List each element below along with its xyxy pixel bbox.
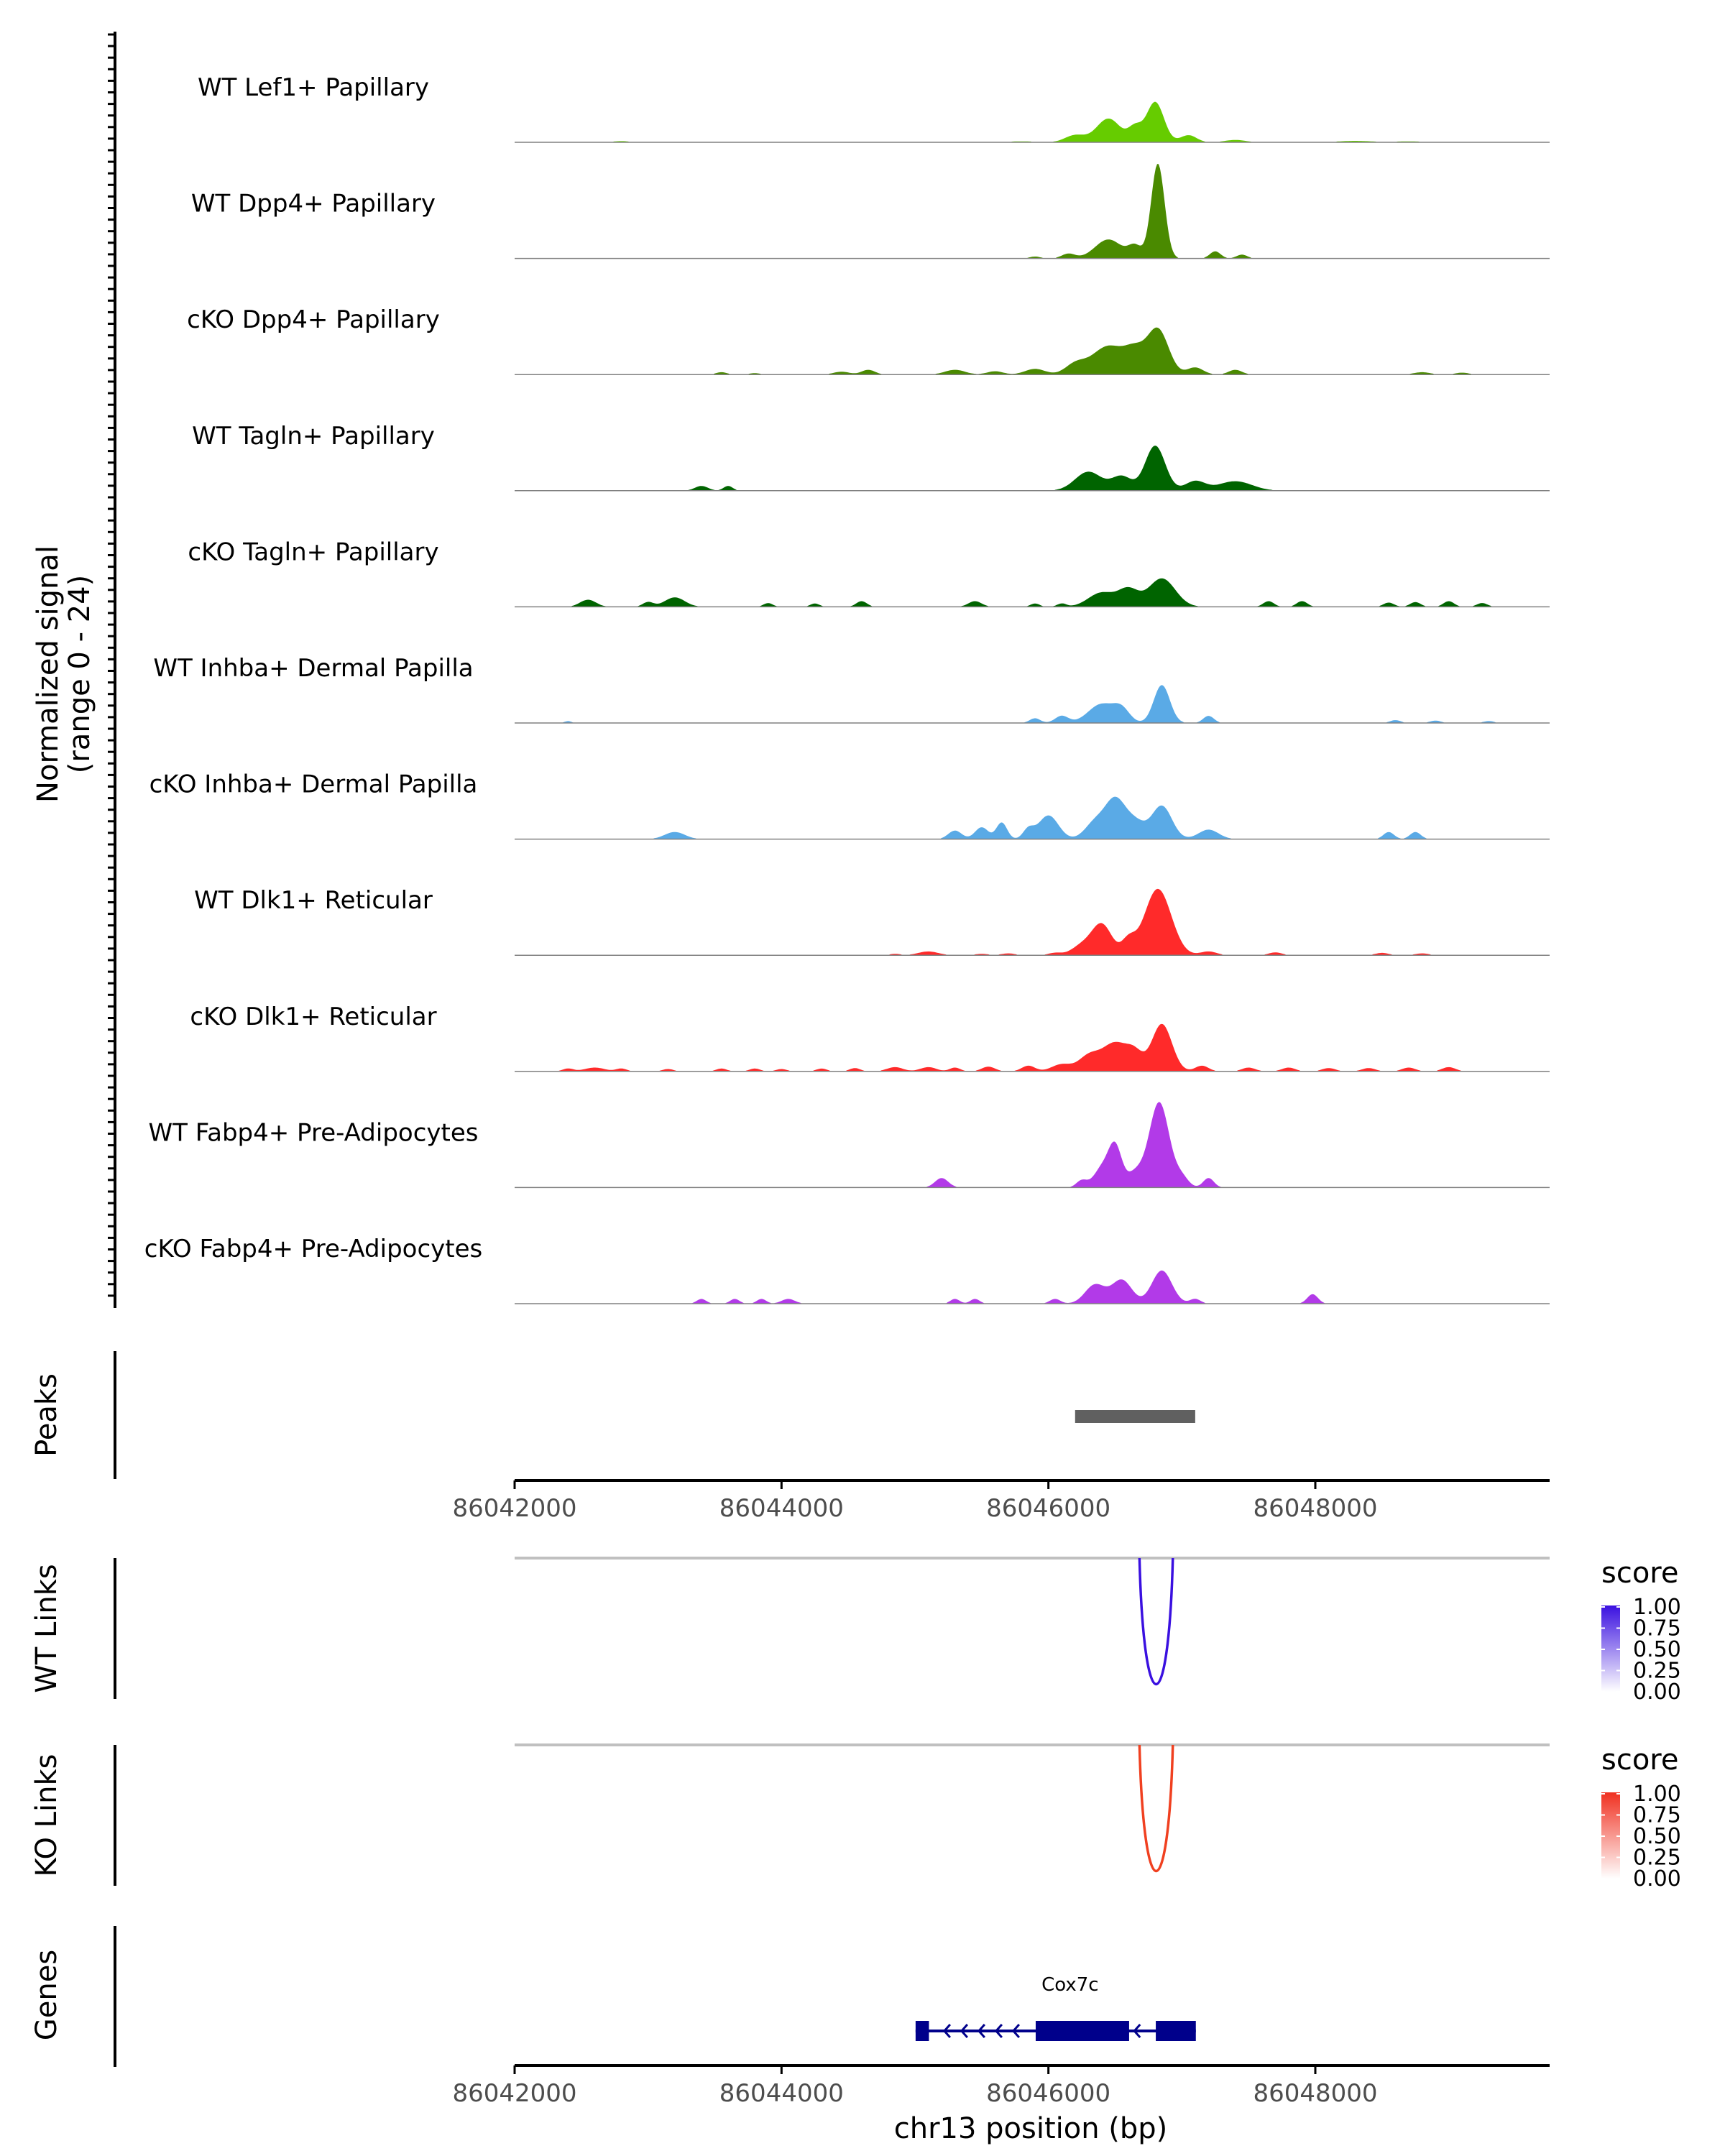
- coverage-area: [515, 101, 1550, 142]
- peaks-track: Peaks: [30, 1351, 1195, 1479]
- strand-arrow: [942, 2024, 951, 2038]
- x-axis-title: chr13 position (bp): [894, 2112, 1168, 2145]
- legend-tick-label: 1.00: [1633, 1595, 1681, 1620]
- gene-exon: [1156, 2021, 1196, 2041]
- coverage-y-axis-title: Normalized signal: [32, 545, 65, 803]
- track-label: WT Lef1+ Papillary: [198, 73, 429, 102]
- coverage-area: [515, 1102, 1550, 1188]
- track-label: WT Dpp4+ Papillary: [191, 190, 436, 218]
- coverage-track: WT Tagln+ Papillary: [192, 422, 1550, 492]
- coverage-track: WT Dlk1+ Reticular: [194, 886, 1550, 956]
- peaks-track-label: Peaks: [30, 1373, 63, 1457]
- legend-tick-label: 0.50: [1633, 1637, 1681, 1662]
- coverage-track: WT Fabp4+ Pre-Adipocytes: [149, 1102, 1550, 1189]
- legend-tick-label: 0.25: [1633, 1846, 1681, 1871]
- legend-tick-label: 0.50: [1633, 1824, 1681, 1849]
- genes-track: Genes Cox7c: [30, 1926, 1196, 2067]
- link-arc: [1138, 1744, 1174, 1872]
- x-axis-top: 86042000 86044000 86046000 86048000: [452, 1479, 1550, 1523]
- track-label: WT Tagln+ Papillary: [192, 422, 435, 451]
- coverage-track: cKO Tagln+ Papillary: [188, 538, 1550, 608]
- link-arc: [1138, 1557, 1174, 1685]
- legend-tick-label: 1.00: [1633, 1782, 1681, 1807]
- coverage-area: [515, 1270, 1550, 1304]
- strand-arrow: [1133, 2024, 1141, 2038]
- legend-tick-label: 0.00: [1633, 1866, 1681, 1892]
- track-label: WT Dlk1+ Reticular: [194, 886, 433, 915]
- coverage-area: [515, 796, 1550, 839]
- strand-arrow: [977, 2024, 985, 2038]
- coverage-track: cKO Fabp4+ Pre-Adipocytes: [144, 1235, 1550, 1304]
- coverage-y-axis: [108, 32, 116, 1308]
- genes-track-label: Genes: [30, 1950, 63, 2040]
- track-label: WT Fabp4+ Pre-Adipocytes: [149, 1118, 479, 1147]
- coverage-area: [515, 578, 1550, 607]
- coverage-track: WT Inhba+ Dermal Papilla: [153, 654, 1550, 724]
- legend-title: score: [1601, 1557, 1678, 1590]
- coverage-area: [515, 1023, 1550, 1072]
- strand-arrow: [1011, 2024, 1020, 2038]
- coverage-track: cKO Dpp4+ Papillary: [187, 305, 1550, 375]
- gene-name-label: Cox7c: [1041, 1974, 1099, 1996]
- x-axis-tick-label: 86046000: [986, 1494, 1110, 1523]
- coverage-area: [515, 446, 1550, 491]
- x-axis-tick-label: 86048000: [1253, 1494, 1377, 1523]
- coverage-area: [515, 888, 1550, 956]
- x-axis-tick-label: 86044000: [719, 2079, 844, 2108]
- link-track-label: KO Links: [30, 1754, 63, 1877]
- x-axis-tick-label: 86046000: [986, 2079, 1110, 2108]
- coverage-track: WT Dpp4+ Papillary: [191, 164, 1550, 259]
- x-axis-bottom: 86042000 86044000 86046000 86048000: [452, 2064, 1550, 2108]
- gene: Cox7c: [915, 1974, 1196, 2041]
- link-track: KO Links score 1.000.750.500.250.00: [30, 1743, 1681, 1892]
- x-axis-tick-label: 86042000: [452, 1494, 576, 1523]
- coverage-area: [515, 327, 1550, 375]
- x-axis-tick-label: 86048000: [1253, 2079, 1377, 2108]
- track-label: cKO Inhba+ Dermal Papilla: [150, 770, 478, 799]
- track-label: cKO Fabp4+ Pre-Adipocytes: [144, 1235, 483, 1263]
- legend-title: score: [1601, 1743, 1678, 1777]
- track-label: cKO Tagln+ Papillary: [188, 538, 438, 566]
- legend-tick-label: 0.00: [1633, 1680, 1681, 1705]
- x-axis-tick-label: 86044000: [719, 1494, 844, 1523]
- legend-tick-label: 0.75: [1633, 1803, 1681, 1828]
- coverage-y-axis-range: (range 0 - 24): [63, 575, 96, 773]
- peak-region: [1075, 1410, 1195, 1423]
- strand-arrow: [960, 2024, 968, 2038]
- track-label: cKO Dpp4+ Papillary: [187, 305, 440, 334]
- link-track: WT Links score 1.000.750.500.250.00: [30, 1557, 1681, 1705]
- strand-arrow: [994, 2024, 1003, 2038]
- gene-exon: [1035, 2021, 1129, 2041]
- coverage-track: cKO Inhba+ Dermal Papilla: [150, 770, 1550, 840]
- coverage-tracks: WT Lef1+ Papillary WT Dpp4+ Papillary cKO …: [144, 73, 1550, 1304]
- legend-tick-label: 0.75: [1633, 1616, 1681, 1641]
- coverage-area: [515, 164, 1550, 259]
- coverage-track: cKO Dlk1+ Reticular: [190, 1003, 1550, 1072]
- track-label: cKO Dlk1+ Reticular: [190, 1003, 436, 1031]
- track-label: WT Inhba+ Dermal Papilla: [153, 654, 473, 683]
- x-axis-tick-label: 86042000: [452, 2079, 576, 2108]
- gene-exon: [915, 2021, 929, 2041]
- coverage-area: [515, 685, 1550, 723]
- link-track-label: WT Links: [30, 1564, 63, 1692]
- legend-tick-label: 0.25: [1633, 1659, 1681, 1684]
- coverage-track: WT Lef1+ Papillary: [198, 73, 1550, 143]
